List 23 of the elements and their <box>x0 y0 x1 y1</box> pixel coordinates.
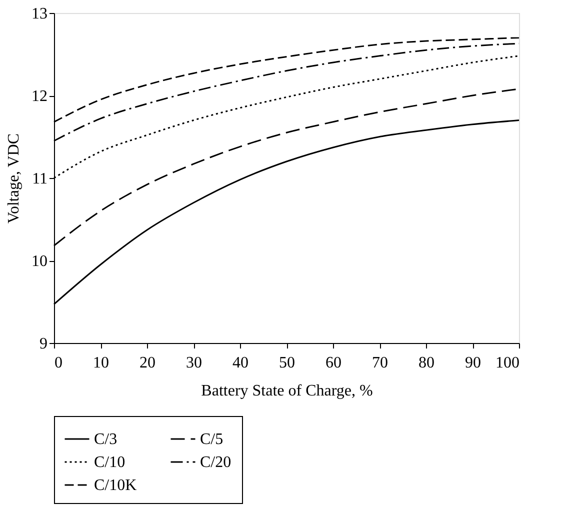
y-tick-label: 11 <box>32 170 48 188</box>
x-tick-label: 20 <box>140 354 156 372</box>
y-tick-label: 12 <box>32 88 48 105</box>
x-tick-label: 100 <box>496 354 520 372</box>
x-tick-label: 50 <box>279 354 295 372</box>
x-tick-label: 30 <box>186 354 202 372</box>
legend-label: C/20 <box>200 454 232 471</box>
x-tick-label: 40 <box>232 354 248 372</box>
x-axis-title: Battery State of Charge, % <box>201 382 373 400</box>
y-tick-label: 13 <box>32 6 48 22</box>
x-tick-label: 0 <box>54 354 62 372</box>
y-axis-title: Voltage, VDC <box>6 133 22 224</box>
x-tick-label: 70 <box>372 354 388 372</box>
legend-label: C/5 <box>200 431 224 448</box>
x-tick-label: 10 <box>93 354 109 372</box>
x-tick-label: 60 <box>326 354 342 372</box>
legend-label: C/10 <box>94 454 126 471</box>
legend-label: C/10K <box>94 477 138 494</box>
legend-label: C/3 <box>94 431 118 448</box>
y-tick-label: 10 <box>32 253 48 270</box>
x-tick-label: 80 <box>418 354 434 372</box>
x-tick-label: 90 <box>465 354 481 372</box>
y-tick-label: 9 <box>40 336 48 352</box>
